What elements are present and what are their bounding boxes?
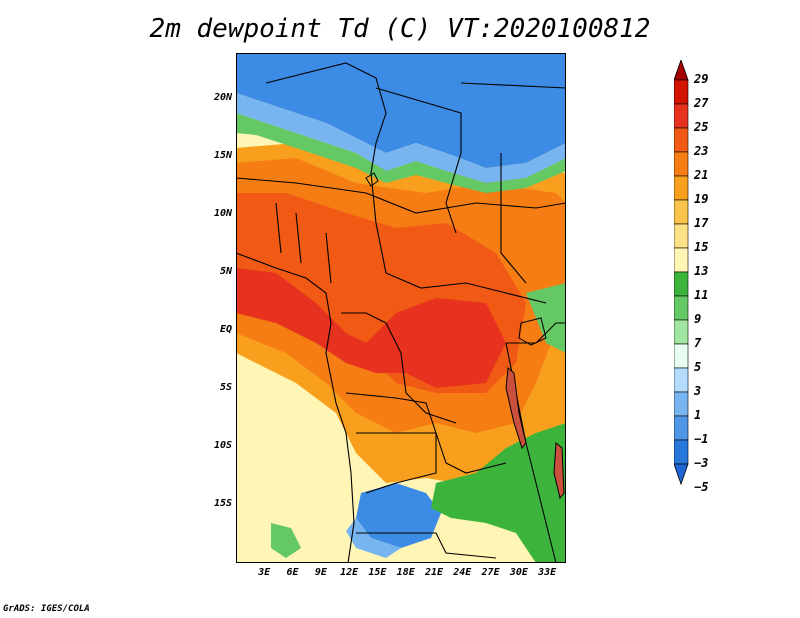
- lake-victoria: [518, 317, 547, 346]
- map-frame: [236, 53, 566, 563]
- colorbar-tick-label: −1: [694, 432, 709, 446]
- colorbar-tick-label: 25: [694, 120, 709, 134]
- lon-tick-label: 3E: [258, 567, 271, 578]
- colorbar-tick-label: 7: [694, 336, 702, 350]
- colorbar-tick-label: 15: [694, 240, 709, 254]
- colorbar-segment: [673, 151, 689, 177]
- lat-tick-label: EQ: [219, 324, 232, 336]
- colorbar-tick-label: 17: [694, 216, 709, 230]
- lon-tick-label: 9E: [314, 567, 327, 578]
- lake-tanganyika: [505, 367, 527, 450]
- colorbar-tick-label: 11: [694, 288, 709, 302]
- colorbar-segment: [673, 127, 689, 153]
- colorbar-segment: [673, 295, 689, 321]
- dewpoint-map: [236, 53, 566, 563]
- colorbar-segment: [673, 271, 689, 297]
- colorbar-segment: [673, 247, 689, 273]
- colorbar-segment: [673, 343, 689, 369]
- colorbar-tick-label: 13: [694, 264, 709, 278]
- colorbar-tick-label: −3: [694, 456, 709, 470]
- colorbar-segment: [673, 175, 689, 201]
- map-title: 2m dewpoint Td (C) VT:2020100812: [149, 14, 651, 44]
- lon-tick-label: 12E: [340, 567, 359, 578]
- lat-tick-label: 20N: [213, 92, 232, 104]
- field-lightblue-south: [346, 518, 401, 558]
- colorbar-segment: [673, 367, 689, 393]
- field-green-southeast: [431, 423, 566, 563]
- lon-tick-label: 6E: [286, 567, 299, 578]
- lon-tick-label: 18E: [396, 567, 415, 578]
- lat-tick-label: 15S: [213, 498, 232, 510]
- colorbar-segment: [673, 319, 689, 345]
- colorbar-tick-label: −5: [694, 480, 709, 494]
- borders: [236, 62, 566, 563]
- colorbar-segment: [673, 79, 689, 105]
- lat-tick-label: 10S: [213, 440, 232, 452]
- colorbar-tick-label: 27: [694, 96, 709, 110]
- map-svg: [236, 53, 566, 563]
- lat-tick-label: 15N: [213, 150, 232, 162]
- lon-tick-label: 15E: [368, 567, 387, 578]
- colorbar-tick-label: 1: [694, 408, 702, 422]
- colorbar-segment: [673, 223, 689, 249]
- colorbar-segment: [673, 391, 689, 417]
- colorbar-svg: [673, 58, 689, 486]
- colorbar-tick-label: 23: [694, 144, 709, 158]
- field-lightblue-north: [236, 93, 566, 183]
- lake-chad: [365, 172, 379, 187]
- field-green-southwest: [271, 523, 301, 558]
- field-green-sahel: [236, 113, 566, 193]
- colorbar-tick-label: 29: [694, 72, 709, 86]
- field-blue-south: [356, 483, 441, 548]
- colorbar-tick-label: 5: [694, 360, 702, 374]
- lat-tick-label: 10N: [213, 208, 232, 220]
- colorbar-tick-label: 19: [694, 192, 709, 206]
- lat-tick-label: 5N: [219, 266, 232, 278]
- colorbar-tick-label: 21: [694, 168, 709, 182]
- colorbar-segment: [673, 103, 689, 129]
- colorbar-tick-label: 9: [694, 312, 702, 326]
- colorbar: [673, 58, 754, 560]
- colorbar-segment: [673, 439, 689, 465]
- lon-tick-label: 21E: [424, 567, 444, 578]
- colorbar-segment: [673, 199, 689, 225]
- lat-tick-label: 5S: [219, 382, 232, 394]
- lon-tick-label: 24E: [453, 567, 472, 578]
- lon-tick-label: 33E: [538, 567, 557, 578]
- lon-tick-label: 30E: [509, 567, 528, 578]
- colorbar-top-arrow: [673, 58, 689, 81]
- colorbar-tick-label: 3: [694, 384, 702, 398]
- field-red: [236, 268, 506, 388]
- colorbar-bottom-arrow: [673, 463, 689, 486]
- field-blue-north: [236, 53, 566, 168]
- footer-credit: GrADS: IGES/COLA: [3, 604, 90, 614]
- colorbar-segment: [673, 415, 689, 441]
- lon-tick-label: 27E: [481, 567, 500, 578]
- lake-malawi: [553, 441, 565, 500]
